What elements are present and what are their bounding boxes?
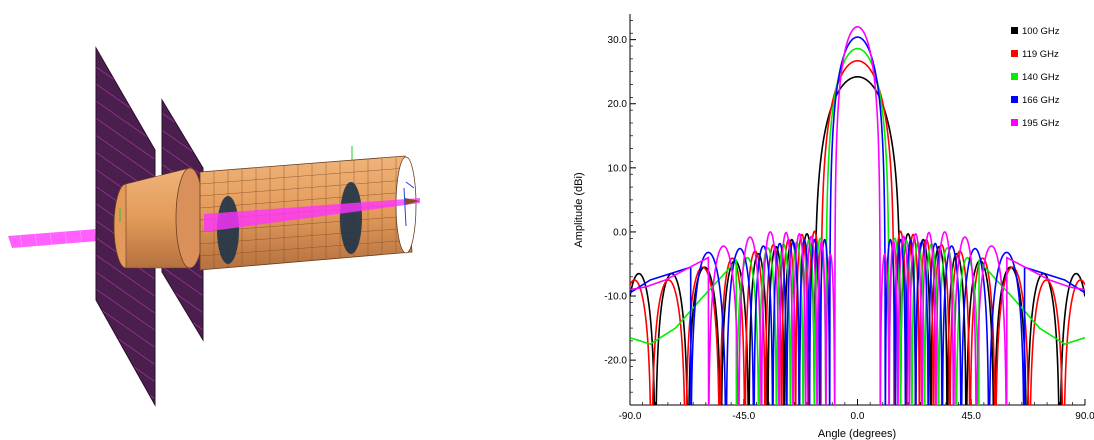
x-axis-label: Angle (degrees): [818, 428, 896, 440]
y-axis-label: Amplitude (dBi): [573, 172, 585, 247]
legend-label-166-ghz: 166 GHz: [1022, 95, 1060, 106]
antenna-model-view[interactable]: [0, 0, 440, 440]
series-line-195-ghz: [630, 26, 1085, 405]
axis-triad-icon: [119, 146, 415, 227]
x-tick-label: -90.0: [619, 411, 642, 422]
legend-swatch-119-ghz: [1011, 50, 1018, 57]
legend-swatch-166-ghz: [1011, 96, 1018, 103]
legend-label-119-ghz: 119 GHz: [1022, 49, 1059, 60]
x-tick-label: -45.0: [732, 411, 755, 422]
legend-swatch-140-ghz: [1011, 73, 1018, 80]
y-tick-label: 30.0: [608, 35, 628, 46]
chart-axes: -20.0 -10.0 0.0 10.0 20.0 30.0 -90.0 -45.0 0.0 45…: [604, 14, 1094, 422]
series-line-166-ghz: [630, 36, 1085, 405]
radiation-pattern-chart: -20.0 -10.0 0.0 10.0 20.0 30.0 -90.0 -45.0 0.0 45…: [573, 14, 1094, 440]
y-tick-label: 0.0: [613, 227, 627, 238]
legend-swatch-100-ghz: [1011, 27, 1018, 34]
beam-direction-arrow: [405, 198, 420, 205]
legend-swatch-195-ghz: [1011, 119, 1018, 126]
chart-series: [630, 26, 1085, 405]
series-line-119-ghz: [630, 59, 1085, 405]
chart-legend: 100 GHz 119 GHz 140 GHz 166 GHz 195 GHz: [1011, 26, 1060, 129]
beam-output-ray: [204, 198, 420, 232]
y-tick-label: -10.0: [604, 292, 627, 303]
lens-2: [340, 182, 362, 254]
legend-label-100-ghz: 100 GHz: [1022, 26, 1060, 37]
series-line-100-ghz: [630, 76, 1085, 405]
legend-label-195-ghz: 195 GHz: [1022, 118, 1060, 129]
lens-1: [217, 196, 239, 264]
beam-input-ray: [8, 228, 110, 248]
y-tick-label: 10.0: [608, 163, 628, 174]
x-tick-label: 0.0: [851, 411, 865, 422]
x-tick-label: 45.0: [962, 411, 982, 422]
y-tick-label: -20.0: [604, 356, 627, 367]
series-line-140-ghz: [630, 47, 1085, 405]
y-tick-label: 20.0: [608, 99, 628, 110]
x-tick-label: 90.0: [1075, 411, 1094, 422]
feed-horn: [113, 167, 205, 269]
legend-label-140-ghz: 140 GHz: [1022, 72, 1060, 83]
